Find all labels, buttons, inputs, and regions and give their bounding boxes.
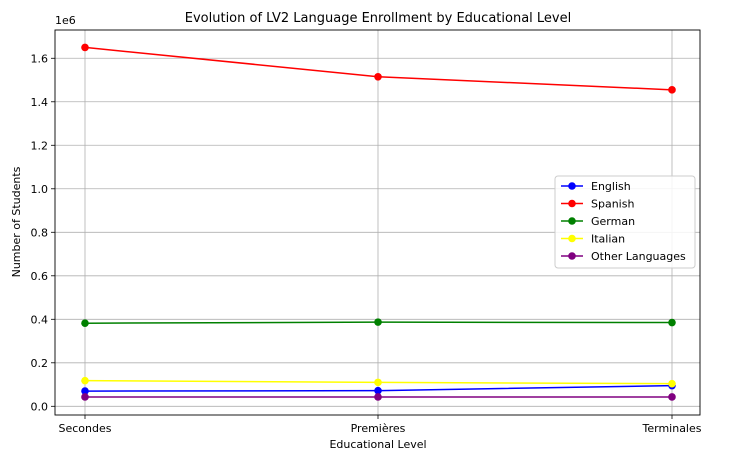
- axes: [51, 29, 701, 419]
- legend-label-german: German: [591, 215, 635, 228]
- chart-title: Evolution of LV2 Language Enrollment by …: [185, 11, 571, 26]
- y-tick-label: 0.4: [31, 313, 49, 326]
- legend-marker-german: [568, 217, 576, 225]
- data-point-spanish: [81, 43, 89, 52]
- y-tick-label: 0.8: [31, 226, 49, 239]
- x-tick-label: Secondes: [59, 422, 112, 435]
- x-axis-label: Educational Level: [329, 438, 426, 451]
- y-tick-label: 1.6: [31, 52, 49, 65]
- data-point-other-languages: [81, 393, 89, 401]
- data-point-italian: [374, 378, 382, 387]
- data-point-german: [374, 318, 382, 326]
- data-point-english: [81, 387, 89, 395]
- legend-marker-spanish: [568, 199, 576, 208]
- y-multiplier-label: 1e6: [55, 14, 76, 27]
- series-lines: [81, 43, 676, 401]
- data-point-other-languages: [374, 393, 382, 401]
- y-tick-label: 0.0: [31, 400, 49, 413]
- y-tick-label: 0.6: [31, 270, 49, 283]
- legend-label-english: English: [591, 180, 631, 193]
- legend-box: [554, 175, 696, 269]
- legend-marker-italian: [568, 234, 576, 243]
- legend-label-other-languages: Other Languages: [591, 250, 686, 263]
- data-point-spanish: [668, 86, 676, 94]
- y-tick-label: 0.2: [31, 357, 49, 370]
- y-tick-label: 1.4: [31, 96, 49, 109]
- data-point-spanish: [374, 72, 382, 81]
- data-point-other-languages: [668, 393, 676, 401]
- legend: English Spanish German Italian Other Languag…: [554, 175, 696, 269]
- data-point-italian: [668, 379, 676, 388]
- legend-marker-english: [568, 182, 576, 190]
- plot-frame: [54, 29, 701, 416]
- legend-marker-other-languages: [568, 252, 576, 260]
- legend-label-italian: Italian: [591, 233, 625, 246]
- legend-label-spanish: Spanish: [591, 198, 634, 211]
- x-tick-label: Terminales: [642, 422, 702, 435]
- data-point-english: [374, 386, 382, 395]
- series-line-spanish: [84, 46, 673, 91]
- y-tick-label: 1.2: [31, 139, 49, 152]
- grid: [55, 30, 700, 415]
- data-point-italian: [81, 376, 89, 385]
- x-tick-label: Premières: [351, 422, 406, 435]
- tick-labels: 0.0 0.2 0.4 0.6 0.8 1.0 1.2 1.4 1.6 Secondes Premi…: [31, 52, 702, 435]
- y-axis-label: Number of Students: [10, 166, 23, 277]
- y-tick-label: 1.0: [31, 183, 49, 196]
- data-point-german: [81, 319, 89, 328]
- data-point-german: [668, 318, 676, 327]
